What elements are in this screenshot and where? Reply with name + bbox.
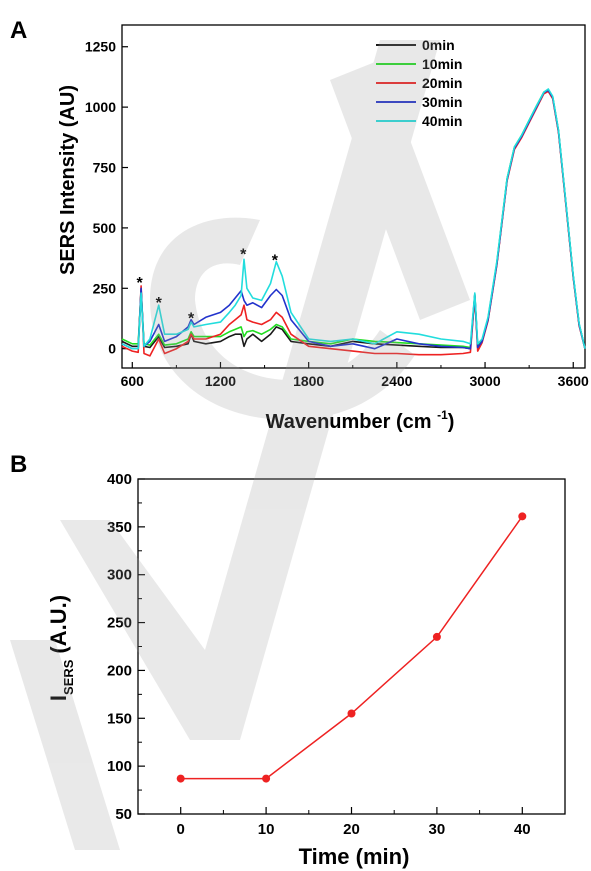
panel-a-x-axis-label-end: ) <box>448 411 455 433</box>
panel-b-x-axis-label: Time (min) <box>299 844 410 869</box>
panel-a-x-tick-label: 600 <box>121 373 145 389</box>
panel-a-y-tick-label: 0 <box>108 341 116 357</box>
panel-b-ticks: 0 10 20 30 40 50 100 150 200 250 300 350 400 <box>107 471 566 838</box>
panel-a-y-tick-label: 750 <box>93 160 117 176</box>
panel-a-y-tick-label: 1000 <box>85 99 116 115</box>
watermark-stroke-2 <box>150 217 415 420</box>
panel-b-x-tick-label: 30 <box>429 821 446 838</box>
panel-a-y-tick-label: 500 <box>93 220 117 236</box>
watermark-stroke-1 <box>60 40 440 740</box>
panel-b-y-tick-label: 400 <box>107 471 132 488</box>
panel-b-x-tick-label: 10 <box>258 821 275 838</box>
panel-b-y-label-main: I <box>46 695 71 701</box>
panel-a-plot-frame <box>121 24 586 369</box>
panel-a-x-tick-label: 1800 <box>293 373 324 389</box>
panel-b-y-axis-label: ISERS (A.U.) <box>46 595 76 701</box>
legend-label-4: 40min <box>422 113 462 129</box>
panel-a-y-axis-label: SERS Intensity (AU) <box>57 85 79 275</box>
panel-a-series-line-4 <box>121 88 586 350</box>
panel-b-data-point-3 <box>432 632 441 641</box>
panel-a: A 600 1200 1800 2400 3000 3600 0 250 500 750 1000 1… <box>10 17 589 433</box>
panel-b-data-point-2 <box>347 709 356 718</box>
panel-b-series <box>176 512 527 783</box>
panel-a-peak-marker-4: * <box>272 253 279 270</box>
panel-a-y-tick-label: 250 <box>93 280 117 296</box>
panel-b-data-point-4 <box>518 512 527 521</box>
panel-b-y-tick-label: 50 <box>115 806 132 823</box>
panel-b-x-tick-label: 0 <box>177 821 185 838</box>
panel-a-peak-marker-0: * <box>137 275 144 292</box>
panel-b-data-point-0 <box>176 774 185 783</box>
panel-b-x-tick-label: 40 <box>514 821 531 838</box>
panel-b-x-tick-label: 20 <box>343 821 360 838</box>
panel-a-x-axis-label: Wavenumber (cm -1) <box>266 408 455 433</box>
panel-b-y-label-rest: (A.U.) <box>46 595 71 654</box>
legend-label-3: 30min <box>422 94 462 110</box>
panel-a-y-tick-label: 1250 <box>85 39 116 55</box>
panel-b-y-tick-label: 250 <box>107 615 132 632</box>
panel-b-data-point-1 <box>262 774 271 783</box>
panel-a-peak-marker-3: * <box>240 247 247 264</box>
panel-b-y-tick-label: 300 <box>107 567 132 584</box>
panel-a-x-tick-label: 1200 <box>205 373 236 389</box>
panel-a-series <box>121 88 586 357</box>
panel-a-peak-marker-1: * <box>156 295 163 312</box>
panel-b-y-label-sub: SERS <box>61 659 76 695</box>
panel-a-label: A <box>10 17 27 44</box>
panel-a-peak-markers: * * * * * <box>137 247 279 328</box>
panel-b-y-tick-label: 350 <box>107 519 132 536</box>
panel-b-y-tick-label: 200 <box>107 662 132 679</box>
panel-b: B 0 10 20 30 40 50 100 150 200 250 300 350 400 Time … <box>10 451 566 869</box>
panel-a-legend: 0min 10min 20min 30min 40min <box>376 37 462 129</box>
watermark-stroke-3 <box>10 640 120 850</box>
watermark-stroke-4 <box>330 60 470 320</box>
panel-a-ticks: 600 1200 1800 2400 3000 3600 0 250 500 750 1000 125… <box>85 39 589 389</box>
panel-b-y-tick-label: 100 <box>107 758 132 775</box>
panel-b-label: B <box>10 451 27 478</box>
watermark <box>10 40 470 850</box>
panel-a-peak-marker-2: * <box>188 311 195 328</box>
legend-label-2: 20min <box>422 75 462 91</box>
legend-label-0: 0min <box>422 37 455 53</box>
panel-b-y-tick-label: 150 <box>107 710 132 727</box>
panel-a-x-tick-label: 2400 <box>381 373 412 389</box>
panel-a-x-tick-label: 3000 <box>469 373 500 389</box>
legend-label-1: 10min <box>422 56 462 72</box>
panel-a-x-axis-label-text: Wavenumber (cm <box>266 411 432 433</box>
panel-a-x-axis-label-sup: -1 <box>437 408 448 422</box>
panel-a-x-tick-label: 3600 <box>558 373 589 389</box>
